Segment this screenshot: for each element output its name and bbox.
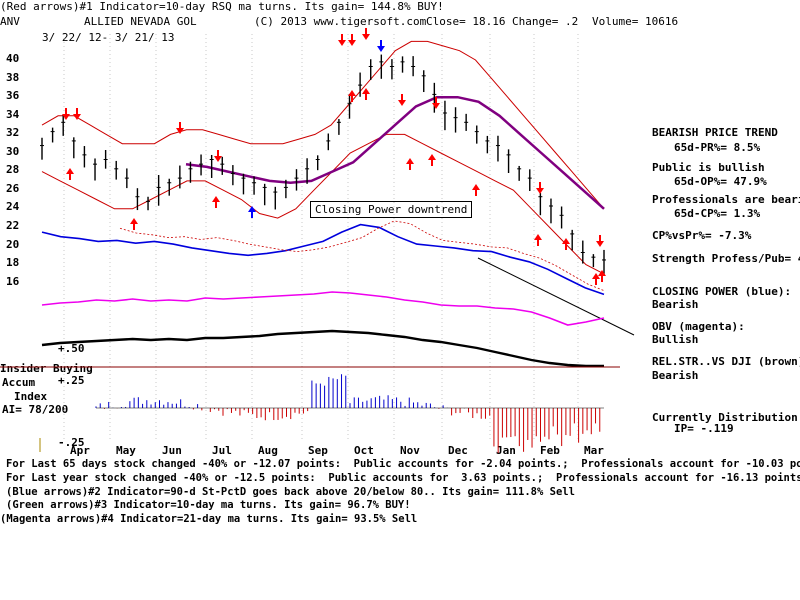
obv-label: OBV (magenta):	[652, 320, 745, 333]
buy-arrow-5-head	[406, 158, 414, 164]
buy-arrow-0-head	[66, 168, 74, 174]
indicator-1-text: (Red arrows)#1 Indicator=10-day RSQ ma t…	[0, 0, 444, 13]
closing-power-label: CLOSING POWER (blue):	[652, 285, 792, 298]
prof-title: Professionals are bearish	[652, 193, 800, 206]
minus25-label: -.25	[58, 436, 85, 449]
month-aug: Aug	[258, 444, 278, 457]
month-feb: Feb	[540, 444, 560, 457]
ip-value: IP= -.119	[674, 422, 734, 435]
y-tick-30: 30	[6, 145, 20, 158]
sell-arrow-5-head	[348, 40, 356, 46]
upper-band-line	[41, 40, 605, 210]
month-nov: Nov	[400, 444, 420, 457]
buy-arrow-3-head	[348, 90, 356, 96]
company-name: ALLIED NEVADA GOL	[84, 15, 197, 28]
sell-arrow-2-head	[176, 128, 184, 134]
buy-arrow-7-head	[472, 184, 480, 190]
index-label: Index	[14, 390, 48, 403]
relstr-line	[41, 329, 604, 368]
copyright: (C) 2013 www.tigersoft.com	[254, 15, 427, 28]
trend-title: BEARISH PRICE TREND	[652, 126, 778, 139]
buy-arrow-4-head	[362, 88, 370, 94]
y-tick-36: 36	[6, 89, 20, 102]
buy-arrow-10-head	[592, 273, 600, 279]
y-tick-16: 16	[6, 275, 20, 288]
y-tick-22: 22	[6, 219, 20, 232]
sell-arrow-3-head	[214, 156, 222, 162]
buy-arrow-8-head	[534, 234, 542, 240]
sell-arrow-7-head	[398, 100, 406, 106]
insider-buying-label: Insider Buying	[0, 362, 93, 375]
plus50-label: +.50	[58, 342, 85, 355]
relstr-status: Bearish	[652, 369, 699, 382]
strength-value: Strength Profess/Pub= 4.9	[652, 252, 800, 265]
sell-arrow-8-head	[432, 103, 440, 109]
y-tick-18: 18	[6, 256, 20, 269]
close-value: Close= 18.16	[426, 15, 506, 28]
month-oct: Oct	[354, 444, 374, 457]
footer-line-3: (Blue arrows)#2 Indicator=90-d St-PctD g…	[6, 486, 575, 498]
obv-line	[41, 291, 605, 326]
footer-line-2: For Last year stock changed -40% or -12.…	[6, 472, 800, 484]
buy-arrow-2-head	[212, 196, 220, 202]
distribution-label: Currently Distribution	[652, 411, 798, 424]
y-tick-20: 20	[6, 238, 20, 251]
buy-arrow-1-head	[130, 218, 138, 224]
month-jul: Jul	[212, 444, 232, 457]
buy-arrow-6-head	[428, 154, 436, 160]
cp-value: 65d-CP%= 1.3%	[674, 207, 761, 220]
month-mar: Mar	[584, 444, 604, 457]
sell-arrow-10-head	[596, 241, 604, 247]
sell-arrow-0-head	[62, 114, 70, 120]
closing-power-line	[41, 223, 605, 296]
footer-line-1: For Last 65 days stock changed -40% or -…	[6, 458, 800, 470]
month-sep: Sep	[308, 444, 328, 457]
relstr-label: REL.STR..VS DJI (brown)	[652, 355, 800, 368]
date-range: 3/ 22/ 12- 3/ 21/ 13	[42, 31, 175, 44]
cpvspr-value: CP%vsPr%= -7.3%	[652, 229, 752, 242]
footer-line-5: (Magenta arrows)#4 Indicator=21-day ma t…	[0, 513, 418, 525]
volume-value: Volume= 10616	[592, 15, 679, 28]
sell-arrow-1-head	[73, 114, 81, 120]
lower-band-line	[41, 133, 605, 275]
footer-line-4: (Green arrows)#3 Indicator=10-day ma tur…	[6, 499, 411, 511]
blue-sell-arrow-head	[377, 46, 385, 52]
closing-power-annotation: Closing Power downtrend	[310, 201, 473, 218]
sell-arrow-6-head	[362, 34, 370, 40]
closing-power-ma-line	[119, 220, 605, 291]
pr-value: 65d-PR%= 8.5%	[674, 141, 761, 154]
y-tick-40: 40	[6, 52, 20, 65]
plus25-label: +.25	[58, 374, 85, 387]
sell-arrow-4-head	[338, 40, 346, 46]
change-value: Change= .2	[512, 15, 579, 28]
y-tick-34: 34	[6, 108, 20, 121]
op-value: 65d-OP%= 47.9%	[674, 175, 767, 188]
month-may: May	[116, 444, 136, 457]
closing-power-trendline	[477, 257, 635, 336]
obv-status: Bullish	[652, 333, 699, 346]
y-tick-38: 38	[6, 71, 20, 84]
accum-label: Accum	[2, 376, 36, 389]
blue-buy-arrow-head	[248, 206, 256, 212]
month-jun: Jun	[162, 444, 182, 457]
buy-arrow-9-head	[562, 238, 570, 244]
ai-label: AI= 78/200	[2, 403, 69, 416]
ticker: ANV	[0, 15, 20, 28]
closing-power-status: Bearish	[652, 298, 699, 311]
y-tick-28: 28	[6, 163, 20, 176]
ma-line	[185, 95, 605, 210]
month-jan: Jan	[496, 444, 516, 457]
y-tick-32: 32	[6, 126, 20, 139]
y-tick-24: 24	[6, 200, 20, 213]
public-title: Public is bullish	[652, 161, 765, 174]
buy-arrow-11-head	[598, 270, 606, 276]
month-apr: Apr	[70, 444, 90, 457]
y-tick-26: 26	[6, 182, 20, 195]
month-dec: Dec	[448, 444, 468, 457]
sell-arrow-9-head	[536, 188, 544, 194]
